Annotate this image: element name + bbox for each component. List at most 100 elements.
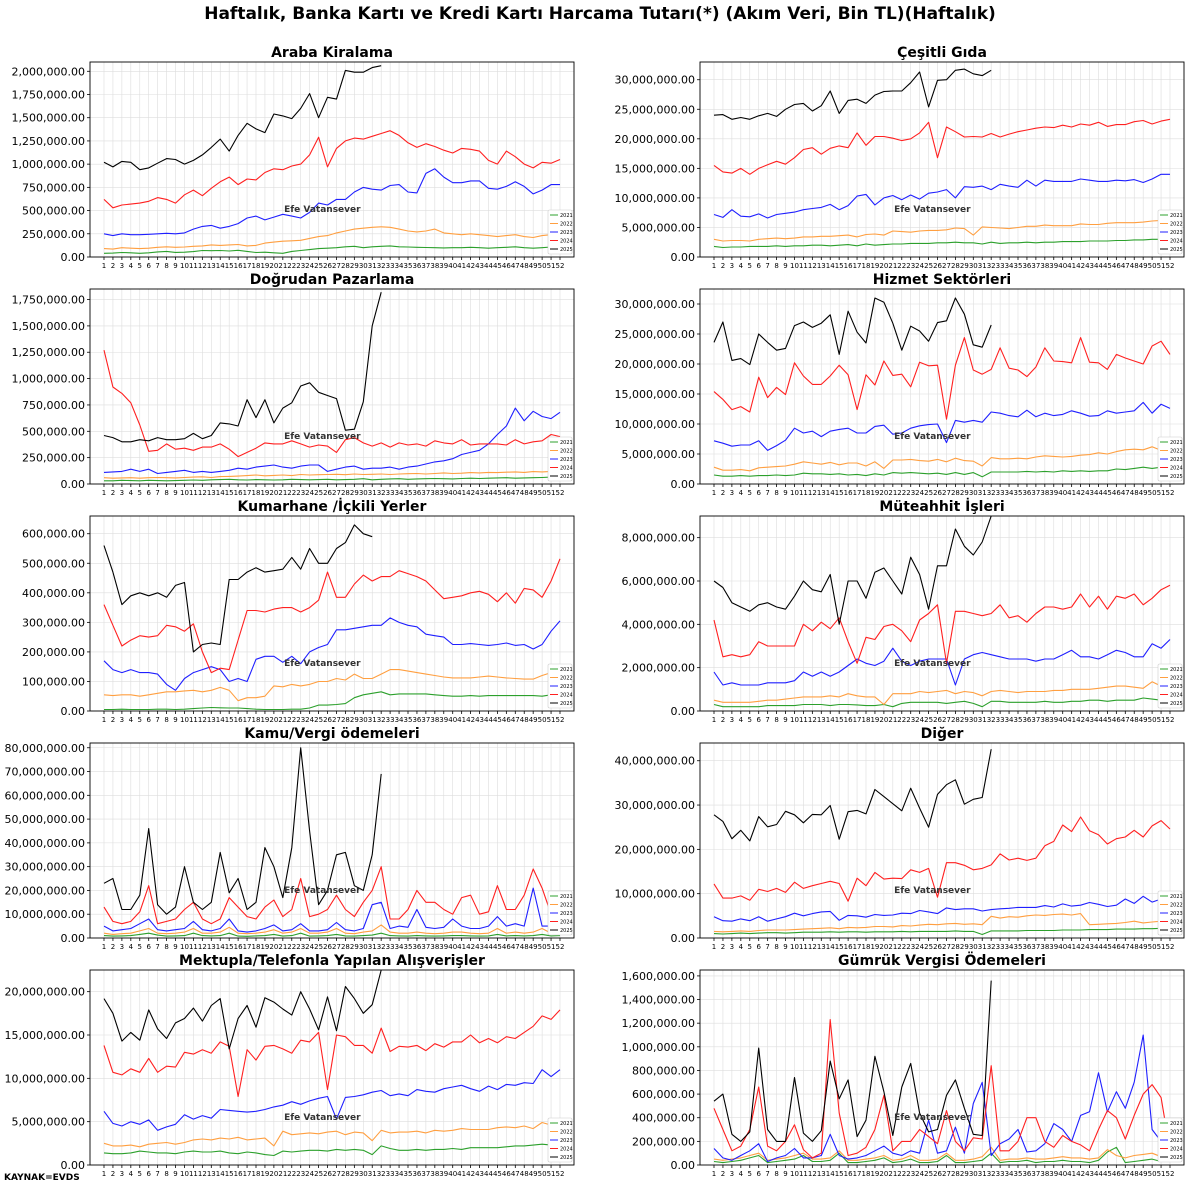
y-tick-label: 0.00 — [61, 1159, 86, 1172]
legend-box — [1157, 890, 1183, 936]
x-tick-label: 37 — [421, 262, 430, 270]
series-line-2021 — [103, 932, 561, 937]
x-tick-label: 9 — [173, 943, 177, 951]
y-tick-label: 1,250,000.00 — [12, 346, 85, 359]
x-tick-label: 18 — [252, 943, 261, 951]
x-tick-label: 5 — [138, 1170, 142, 1178]
chart-title: Kumarhane /İçkili Yerler — [238, 498, 427, 515]
x-tick-label: 45 — [493, 716, 502, 724]
series-line-2024 — [103, 349, 561, 458]
y-tick-label: 1,000,000.00 — [12, 373, 85, 386]
x-tick-label: 23 — [296, 489, 305, 497]
x-tick-label: 14 — [216, 262, 225, 270]
x-tick-label: 17 — [853, 716, 862, 724]
x-tick-label: 32 — [987, 716, 996, 724]
x-tick-label: 1 — [712, 489, 716, 497]
x-tick-label: 52 — [1166, 262, 1175, 270]
legend-label: 2024 — [1170, 239, 1183, 245]
x-tick-label: 41 — [457, 716, 466, 724]
x-tick-label: 42 — [466, 943, 475, 951]
x-tick-label: 10 — [180, 262, 189, 270]
x-tick-label: 2 — [721, 489, 725, 497]
y-tick-label: 15,000,000.00 — [5, 1029, 85, 1042]
y-tick-label: 0.00 — [671, 932, 696, 945]
x-tick-label: 18 — [862, 716, 871, 724]
y-tick-label: 250,000.00 — [22, 452, 85, 465]
x-tick-label: 37 — [1031, 489, 1040, 497]
x-tick-label: 52 — [556, 489, 565, 497]
x-tick-label: 15 — [835, 262, 844, 270]
x-tick-label: 13 — [207, 716, 216, 724]
plot-frame — [699, 969, 1185, 1166]
x-tick-label: 19 — [260, 489, 269, 497]
legend-label: 2025 — [1170, 474, 1183, 480]
x-tick-label: 46 — [1112, 489, 1121, 497]
x-tick-label: 27 — [942, 943, 951, 951]
x-tick-label: 50 — [1148, 262, 1157, 270]
x-tick-label: 21 — [888, 489, 897, 497]
x-tick-label: 12 — [808, 262, 817, 270]
x-tick-label: 24 — [305, 489, 314, 497]
x-tick-label: 38 — [1040, 943, 1049, 951]
x-tick-label: 37 — [421, 1170, 430, 1178]
y-tick-label: 1,750,000.00 — [12, 294, 85, 307]
watermark: Efe Vatansever — [284, 432, 361, 442]
x-tick-label: 39 — [1049, 489, 1058, 497]
chart-title: Çeşitli Gıda — [897, 45, 987, 61]
x-tick-label: 16 — [234, 716, 243, 724]
plot-frame — [699, 742, 1185, 939]
x-tick-label: 8 — [164, 943, 168, 951]
x-tick-label: 31 — [368, 943, 377, 951]
x-tick-label: 7 — [765, 716, 769, 724]
x-tick-label: 34 — [395, 262, 404, 270]
x-tick-label: 44 — [484, 716, 493, 724]
x-tick-label: 35 — [404, 943, 413, 951]
x-tick-label: 7 — [155, 1170, 159, 1178]
x-tick-label: 35 — [1014, 716, 1023, 724]
x-tick-label: 2 — [111, 943, 115, 951]
x-tick-label: 30 — [359, 489, 368, 497]
x-tick-label: 37 — [1031, 943, 1040, 951]
x-tick-label: 31 — [368, 1170, 377, 1178]
x-tick-label: 18 — [862, 1170, 871, 1178]
x-tick-label: 34 — [1005, 262, 1014, 270]
y-tick-label: 750,000.00 — [22, 399, 85, 412]
x-tick-label: 11 — [799, 489, 808, 497]
x-tick-label: 49 — [1139, 716, 1148, 724]
y-tick-label: 40,000,000.00 — [615, 755, 695, 768]
y-tick-label: 30,000,000.00 — [615, 298, 695, 311]
x-tick-label: 25 — [924, 1170, 933, 1178]
x-tick-label: 32 — [377, 716, 386, 724]
x-tick-label: 48 — [1130, 489, 1139, 497]
x-tick-label: 38 — [430, 716, 439, 724]
y-tick-label: 20,000,000.00 — [615, 843, 695, 856]
legend-label: 2021 — [560, 667, 573, 673]
x-tick-label: 41 — [457, 262, 466, 270]
x-tick-label: 30 — [969, 943, 978, 951]
x-tick-label: 29 — [350, 943, 359, 951]
x-tick-label: 20 — [269, 943, 278, 951]
x-tick-label: 20 — [269, 262, 278, 270]
series-line-2022 — [713, 913, 1171, 933]
x-tick-label: 35 — [404, 1170, 413, 1178]
y-tick-label: 5,000,000.00 — [622, 448, 695, 461]
y-tick-label: 1,400,000.00 — [622, 994, 695, 1007]
series-line-2022 — [103, 667, 561, 702]
watermark: Efe Vatansever — [284, 1113, 361, 1123]
x-tick-label: 20 — [879, 489, 888, 497]
x-tick-label: 39 — [1049, 1170, 1058, 1178]
x-tick-label: 26 — [323, 1170, 332, 1178]
x-tick-label: 3 — [120, 716, 124, 724]
x-tick-label: 22 — [287, 716, 296, 724]
x-tick-label: 27 — [332, 943, 341, 951]
x-tick-label: 4 — [739, 1170, 744, 1178]
x-tick-label: 45 — [1103, 943, 1112, 951]
x-tick-label: 16 — [844, 489, 853, 497]
series-line-2023 — [103, 168, 560, 237]
x-tick-label: 48 — [1130, 716, 1139, 724]
x-tick-label: 24 — [305, 1170, 314, 1178]
x-tick-label: 49 — [529, 716, 538, 724]
watermark: Efe Vatansever — [894, 432, 971, 442]
series-line-2022 — [713, 681, 1171, 706]
x-tick-label: 8 — [164, 262, 168, 270]
